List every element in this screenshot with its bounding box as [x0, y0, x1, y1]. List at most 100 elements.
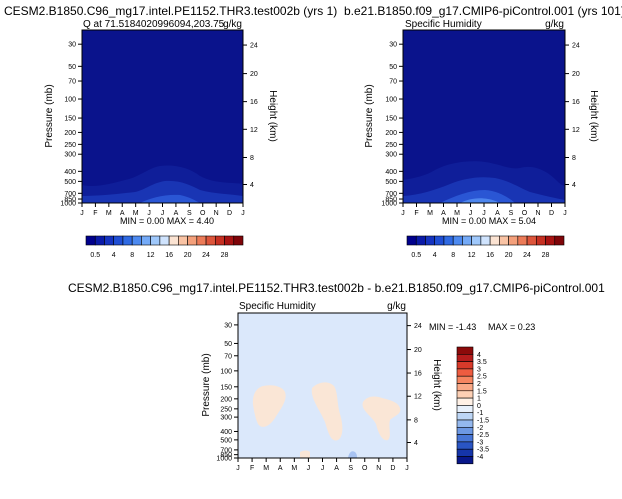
panel-c-positive-4: [300, 450, 310, 458]
panel-a-y2tick-label: 8: [250, 155, 254, 162]
panel-a-stats: MIN = 0.00 MAX = 4.40: [120, 216, 214, 226]
panel-c-colorbar-box: [456, 375, 474, 384]
panel-a-subtitle-right: g/kg: [223, 19, 242, 30]
panel-c-colorbar-box: [456, 419, 474, 428]
panel-a-colorbar-box: [104, 235, 115, 246]
panel-c-colorbar-box: [456, 441, 474, 450]
panel-b: b.e21.B1850.f09_g17.CMIP6-piControl.001 …: [344, 4, 622, 259]
panel-c-colorbar-label: -1.5: [477, 418, 489, 425]
panel-b-colorbar-label: 16: [486, 252, 494, 259]
panel-a-colorbar-box: [205, 235, 216, 246]
panel-c-ytick-label: 150: [220, 384, 232, 391]
panel-a-colorbar-box: [168, 235, 179, 246]
panel-b-colorbar-box: [452, 235, 463, 246]
panel-b-xtick-label: J: [482, 210, 486, 217]
panel-b-colorbar-box: [554, 235, 565, 246]
panel-b-ytick-label: 850: [385, 197, 397, 204]
panel-b-colorbar-box: [508, 235, 519, 246]
panel-b-y2tick-label: 20: [572, 71, 580, 78]
panel-a-field: [82, 30, 243, 203]
panel-c-positive-3: [362, 396, 401, 441]
panel-b-field: [403, 30, 565, 203]
panel-c-xtick-label: J: [405, 465, 409, 472]
panel-b-xtick-label: A: [441, 210, 446, 217]
panel-a-ytick-label: 1000: [60, 201, 76, 208]
panel-b-contour-4: [460, 198, 500, 203]
panel-a: CESM2.B1850.C96_mg17.intel.PE1152.THR3.t…: [4, 4, 337, 259]
panel-b-contour-3: [440, 190, 515, 203]
panel-a-xtick-label: J: [161, 210, 165, 217]
panel-b-ylabel: Pressure (mb): [364, 84, 375, 147]
panel-c-colorbar-box: [456, 390, 474, 399]
panel-a-colorbar-labels: 0.5 4 8 12 16 20 24 28: [90, 252, 228, 259]
panel-b-xtick-label: M: [454, 210, 460, 217]
panel-c-y2tick-label: 16: [414, 371, 422, 378]
panel-b-y2tick-label: 4: [572, 182, 576, 189]
panel-a-y2tick-label: 16: [250, 99, 258, 106]
panel-b-xtick-label: J: [401, 210, 405, 217]
panel-b-subtitle-left: Specific Humidity: [405, 19, 482, 30]
panel-b-subtitle-right: g/kg: [545, 19, 564, 30]
panel-a-colorbar-box: [122, 235, 133, 246]
panel-c-y2tick-label: 4: [414, 440, 418, 447]
panel-c-colorbar-label: -1: [477, 410, 483, 417]
panel-a-ytick-label: 50: [68, 64, 76, 71]
panel-a-ytick-label: 850: [64, 197, 76, 204]
panel-a-colorbar-box: [150, 235, 161, 246]
panel-a-xtick-label: A: [174, 210, 179, 217]
panel-a-xtick-label: J: [241, 210, 245, 217]
panel-c-xtick-label: J: [236, 465, 240, 472]
panel-c-colorbar-box: [456, 456, 474, 465]
panel-c-colorbar-label: -2: [477, 425, 483, 432]
panel-c-stats-max: MAX = 0.23: [488, 322, 535, 332]
panel-b-colorbar-label: 0.5: [411, 252, 421, 259]
panel-a-ytick-label: 500: [64, 179, 76, 186]
panel-c-field: [238, 313, 407, 458]
panel-c-subtitle-left: Specific Humidity: [239, 301, 316, 312]
panel-a-ylabel-right: Height (km): [267, 90, 278, 142]
panel-a-ytick-label: 250: [64, 142, 76, 149]
panel-b-colorbar-box: [480, 235, 491, 246]
panel-c-ytick-label: 1000: [216, 456, 232, 463]
panel-c-colorbar-box: [456, 434, 474, 443]
panel-a-colorbar-label: 24: [202, 252, 210, 259]
panel-a-colorbar-label: 28: [221, 252, 229, 259]
panel-b-colorbar-box: [471, 235, 482, 246]
panel-c-positive-1: [252, 385, 286, 427]
panel-a-colorbar-box: [233, 235, 244, 246]
panel-b-title: b.e21.B1850.f09_g17.CMIP6-piControl.001 …: [344, 4, 622, 18]
panel-b-ytick-label: 400: [385, 169, 397, 176]
panel-b-colorbar-box: [545, 235, 556, 246]
panel-c-negative-1: [348, 451, 357, 458]
panel-b-ytick-label: 30: [389, 42, 397, 49]
panel-b-colorbar-box: [406, 235, 417, 246]
panel-a-xtick-label: M: [133, 210, 139, 217]
panel-b-xtick-label: J: [469, 210, 473, 217]
panel-c-ytick-label: 200: [220, 396, 232, 403]
panel-b-colorbar-box: [526, 235, 537, 246]
panel-c-positive-2: [311, 382, 343, 441]
panel-a-y2tick-label: 20: [250, 71, 258, 78]
panel-c-subtitle-right: g/kg: [387, 301, 406, 312]
panel-c-colorbar-box: [456, 405, 474, 413]
panel-b-colorbar-box: [415, 235, 426, 246]
panel-b-y2tick-label: 16: [572, 99, 580, 106]
panel-b-colorbar-label: 4: [433, 252, 437, 259]
panel-b-colorbar-box: [517, 235, 528, 246]
panel-c-colorbar-box: [456, 397, 474, 406]
panel-c-colorbar-label: -3.5: [477, 447, 489, 454]
panel-b-y2tick-label: 12: [572, 127, 580, 134]
panel-a-colorbar-box: [131, 235, 142, 246]
panel-a-ytick-label: 70: [68, 79, 76, 86]
panel-a-y2tick-label: 4: [250, 182, 254, 189]
panel-c-xtick-label: O: [362, 465, 368, 472]
panel-b-xtick-label: F: [414, 210, 418, 217]
panel-a-xtick-label: J: [147, 210, 151, 217]
panel-b-colorbar-box: [434, 235, 445, 246]
panel-a-y2tick-label: 24: [250, 43, 258, 50]
